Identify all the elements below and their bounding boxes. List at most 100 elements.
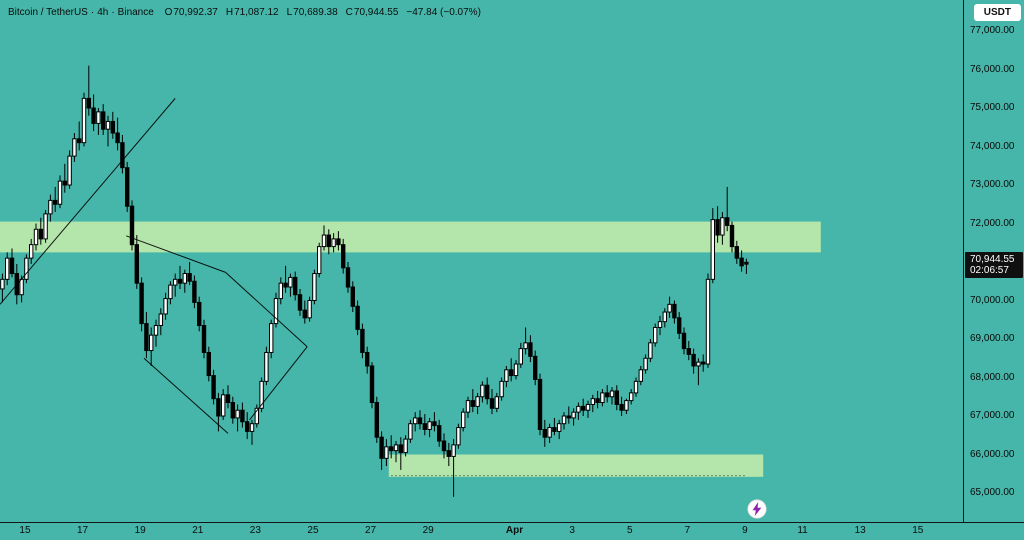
candle[interactable]: [278, 277, 284, 305]
trendline[interactable]: [249, 346, 308, 421]
candle[interactable]: [590, 394, 595, 413]
candle[interactable]: [288, 273, 293, 297]
candle[interactable]: [302, 300, 308, 324]
candle[interactable]: [43, 210, 48, 243]
candle[interactable]: [624, 398, 629, 415]
candle[interactable]: [480, 381, 485, 403]
trendline[interactable]: [225, 272, 308, 348]
candle[interactable]: [173, 273, 178, 297]
candle[interactable]: [331, 233, 336, 253]
candle[interactable]: [542, 419, 547, 447]
candle[interactable]: [321, 225, 327, 251]
candle[interactable]: [283, 265, 288, 293]
candle[interactable]: [485, 377, 490, 405]
candle[interactable]: [576, 402, 581, 420]
candle[interactable]: [638, 365, 643, 386]
candle[interactable]: [125, 161, 130, 212]
candle[interactable]: [413, 412, 418, 432]
candle[interactable]: [158, 308, 164, 336]
candle[interactable]: [201, 319, 207, 359]
candle[interactable]: [336, 231, 341, 251]
candle[interactable]: [581, 398, 586, 416]
candle[interactable]: [57, 175, 63, 209]
candle[interactable]: [725, 186, 730, 232]
candle[interactable]: [614, 385, 619, 411]
candle[interactable]: [110, 111, 115, 139]
candle[interactable]: [72, 133, 77, 162]
candle[interactable]: [105, 115, 111, 147]
candle[interactable]: [182, 269, 188, 293]
candle[interactable]: [557, 419, 562, 440]
candle[interactable]: [115, 117, 120, 151]
candle[interactable]: [67, 150, 72, 189]
candle[interactable]: [537, 373, 543, 436]
candle[interactable]: [595, 390, 600, 409]
candle[interactable]: [441, 433, 447, 459]
time-axis[interactable]: 15 17 19 21 23 25 27 29 Apr 3 5 7 9 11 13 15: [0, 522, 1024, 540]
candle[interactable]: [307, 296, 312, 322]
candle[interactable]: [648, 339, 653, 363]
candle[interactable]: [389, 435, 394, 459]
candle[interactable]: [259, 377, 264, 413]
candle[interactable]: [38, 217, 43, 245]
candle[interactable]: [240, 402, 245, 428]
candle[interactable]: [552, 417, 557, 436]
candle[interactable]: [494, 392, 500, 413]
candle[interactable]: [446, 442, 452, 467]
candle[interactable]: [677, 312, 682, 339]
candle[interactable]: [528, 335, 533, 363]
candle[interactable]: [686, 340, 691, 361]
candle[interactable]: [53, 186, 58, 212]
candle[interactable]: [734, 240, 739, 264]
candle[interactable]: [221, 389, 226, 420]
candle[interactable]: [422, 414, 428, 436]
candle[interactable]: [374, 396, 380, 443]
candle[interactable]: [0, 273, 5, 303]
candle[interactable]: [187, 262, 192, 286]
candle[interactable]: [134, 235, 140, 289]
candle[interactable]: [9, 248, 15, 278]
candle[interactable]: [729, 221, 735, 253]
candle[interactable]: [249, 419, 255, 445]
candle[interactable]: [561, 412, 567, 430]
candle[interactable]: [269, 319, 274, 359]
candle[interactable]: [696, 358, 701, 386]
candle[interactable]: [326, 229, 332, 255]
candle[interactable]: [369, 362, 375, 409]
candle[interactable]: [5, 252, 10, 286]
candle[interactable]: [62, 163, 67, 193]
candle[interactable]: [744, 258, 749, 274]
candle[interactable]: [432, 412, 437, 432]
candle[interactable]: [417, 410, 423, 430]
candle[interactable]: [585, 400, 591, 418]
candle[interactable]: [489, 389, 495, 415]
candle[interactable]: [720, 211, 725, 245]
candle[interactable]: [667, 296, 672, 318]
candle[interactable]: [475, 392, 480, 415]
candle[interactable]: [518, 342, 523, 368]
candle[interactable]: [600, 389, 605, 407]
candle[interactable]: [120, 134, 125, 174]
candle[interactable]: [643, 354, 648, 374]
candle[interactable]: [427, 417, 432, 438]
candle[interactable]: [739, 250, 744, 272]
candle[interactable]: [691, 348, 696, 374]
candle[interactable]: [153, 319, 159, 347]
candle[interactable]: [101, 104, 106, 135]
candle[interactable]: [365, 346, 370, 374]
candle[interactable]: [657, 315, 663, 336]
candle[interactable]: [705, 273, 711, 368]
candle[interactable]: [350, 281, 356, 313]
candle[interactable]: [571, 408, 576, 426]
candle[interactable]: [81, 92, 87, 147]
candle[interactable]: [230, 396, 236, 424]
candle[interactable]: [206, 346, 212, 382]
highlight-zone[interactable]: [0, 221, 821, 253]
candle[interactable]: [91, 94, 96, 132]
candle[interactable]: [254, 404, 260, 428]
candle[interactable]: [408, 419, 413, 443]
price-axis[interactable]: 70,944.55 02:06:57 77,000.00 76,000.00 75,…: [963, 0, 1024, 522]
candle[interactable]: [605, 385, 610, 403]
candle[interactable]: [701, 354, 706, 372]
candle[interactable]: [264, 346, 269, 386]
